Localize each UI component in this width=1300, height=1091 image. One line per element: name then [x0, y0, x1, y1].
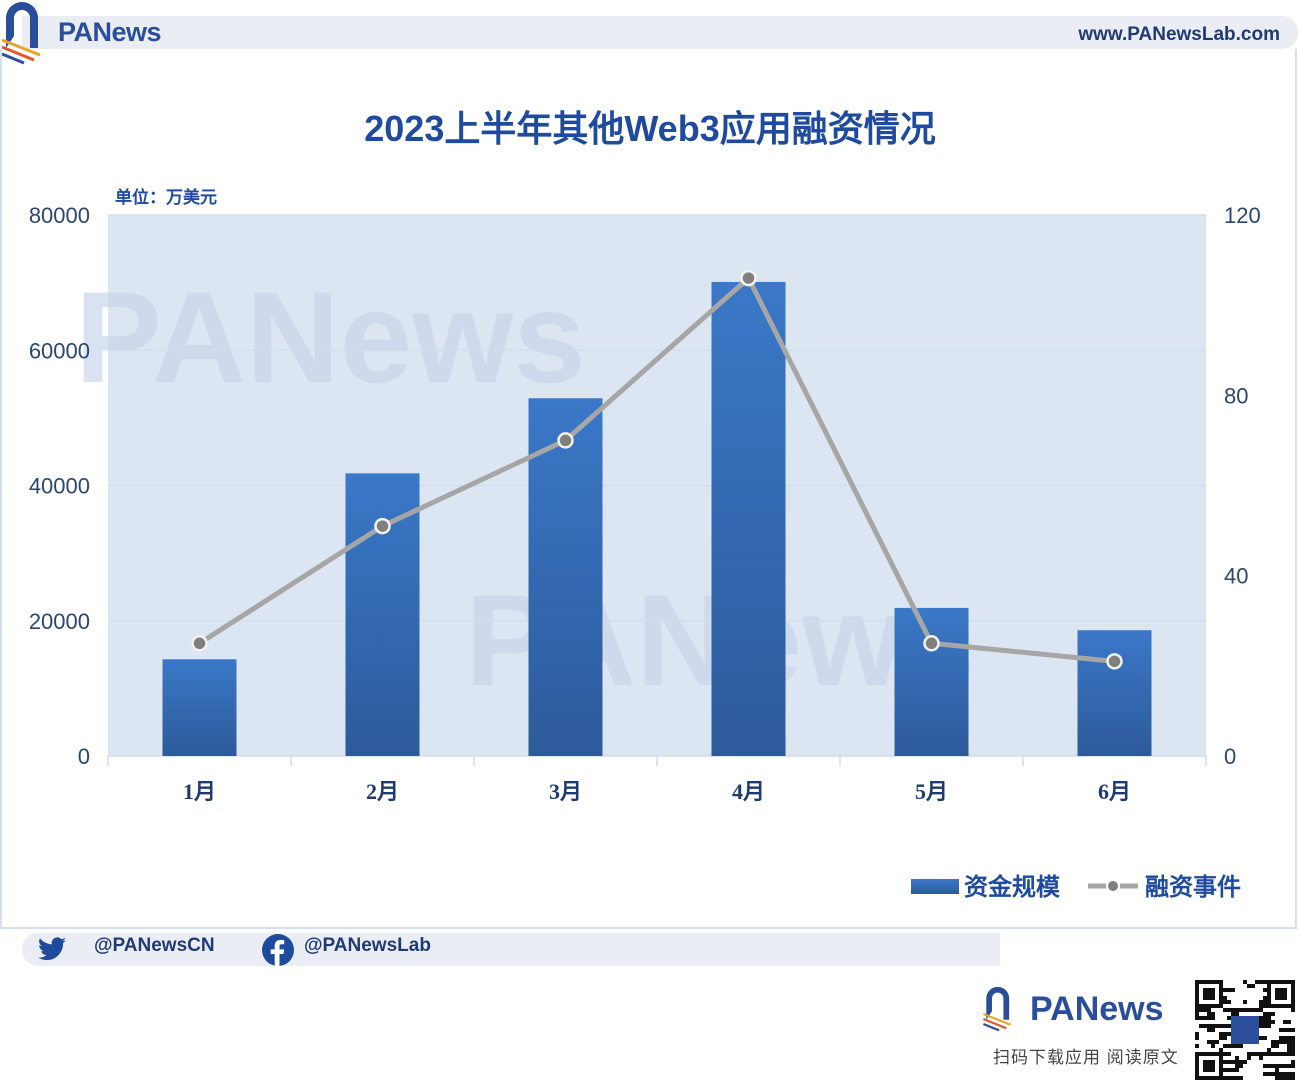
y-left-tick: 60000: [29, 338, 90, 363]
line-marker[interactable]: [374, 517, 391, 535]
unit-label: 单位：万美元: [115, 188, 217, 207]
facebook-handle[interactable]: @PANewsLab: [304, 935, 431, 956]
header-brand: PANews: [58, 17, 162, 47]
combo-chart: PANewsPANews0200004000060000800000408012…: [29, 203, 1261, 901]
line-marker[interactable]: [923, 635, 940, 652]
twitter-handle[interactable]: @PANewsCN: [94, 935, 215, 956]
y-right-tick: 120: [1224, 203, 1261, 228]
x-tick-label: 6月: [1098, 779, 1131, 804]
footer-brand: PANews: [1030, 990, 1164, 1028]
bar-1月[interactable]: [162, 659, 237, 756]
y-left-tick: 40000: [29, 474, 90, 499]
y-right-tick: 80: [1224, 383, 1248, 408]
watermark-text: PANews: [75, 264, 586, 410]
site-url-link[interactable]: www.PANewsLab.com: [1078, 24, 1280, 45]
line-marker[interactable]: [557, 432, 574, 449]
chart-title: 2023上半年其他Web3应用融资情况: [364, 108, 936, 149]
panews-logo-icon: [1, 2, 41, 65]
footer-caption: 扫码下载应用 阅读原文: [993, 1048, 1179, 1067]
x-tick-label: 3月: [549, 779, 582, 804]
chart-frame: [0, 49, 1297, 929]
legend-label-line: 融资事件: [1145, 873, 1241, 901]
legend-bar-swatch-icon: [911, 879, 959, 894]
x-tick-label: 4月: [732, 779, 765, 804]
bar-3月[interactable]: [528, 398, 603, 756]
legend-label-bar: 资金规模: [964, 873, 1061, 901]
footer-logo-icon: [983, 986, 1011, 1032]
x-tick-label: 5月: [915, 779, 948, 804]
header-bar: [22, 16, 1298, 49]
y-left-tick: 20000: [29, 609, 90, 634]
line-marker[interactable]: [740, 269, 757, 287]
line-marker[interactable]: [191, 635, 208, 652]
y-left-tick: 80000: [29, 203, 90, 228]
bar-4月[interactable]: [711, 281, 786, 756]
line-marker[interactable]: [1106, 653, 1123, 670]
y-right-tick: 0: [1224, 744, 1236, 769]
bar-6月[interactable]: [1077, 630, 1152, 756]
social-bar: [22, 933, 1000, 966]
twitter-icon[interactable]: [38, 937, 66, 961]
x-tick-label: 2月: [366, 779, 399, 804]
y-right-tick: 40: [1224, 564, 1248, 589]
facebook-icon[interactable]: [262, 934, 294, 966]
x-tick-label: 1月: [183, 779, 216, 804]
y-left-tick: 0: [78, 744, 90, 769]
bar-5月[interactable]: [894, 607, 969, 756]
line-series: [198, 275, 1115, 664]
qr-code-icon[interactable]: [1195, 980, 1295, 1080]
